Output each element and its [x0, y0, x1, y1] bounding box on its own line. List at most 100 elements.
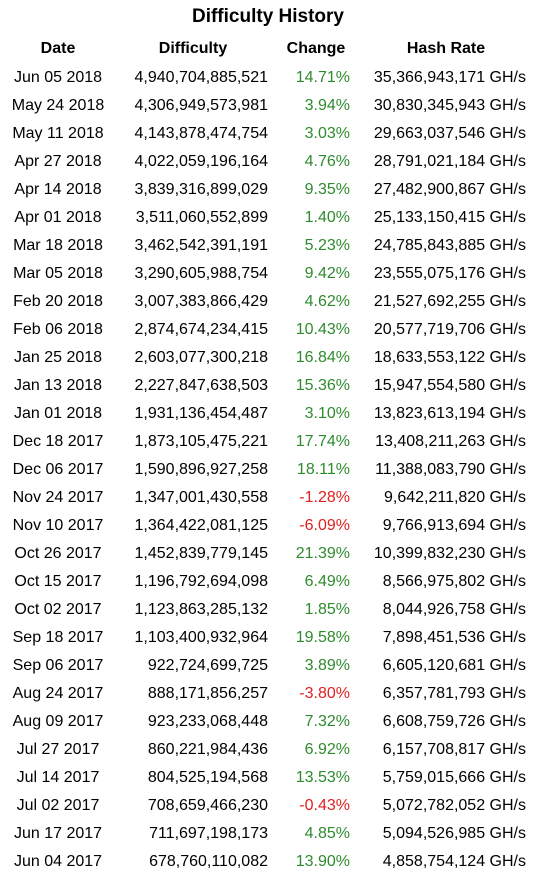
change-cell: -3.80% — [299, 685, 350, 702]
date-cell: Dec 06 2017 — [12, 461, 104, 478]
difficulty-cell: 2,227,847,638,503 — [134, 377, 268, 394]
change-cell: 13.53% — [295, 769, 350, 786]
date-cell: Jun 05 2018 — [13, 69, 103, 86]
difficulty-cell: 4,306,949,573,981 — [134, 97, 268, 114]
hash-rate-cell: 13,408,211,263 GH/s — [375, 433, 526, 450]
column-header-difficulty: Difficulty — [158, 40, 228, 57]
date-cell: Apr 01 2018 — [14, 209, 102, 226]
change-cell: 19.58% — [295, 629, 350, 646]
hash-rate-cell: 4,858,754,124 GH/s — [382, 853, 526, 870]
date-cell: Mar 18 2018 — [13, 237, 103, 254]
hash-rate-cell: 24,785,843,885 GH/s — [373, 237, 526, 254]
change-cell: 3.89% — [304, 657, 350, 674]
hash-rate-cell: 7,898,451,536 GH/s — [382, 629, 526, 646]
table-header-row: Date Difficulty Change Hash Rate — [2, 34, 532, 64]
difficulty-cell: 888,171,856,257 — [147, 685, 268, 702]
table-row: Jan 25 2018 2,603,077,300,218 16.84% 18,633… — [2, 344, 532, 372]
table-row: Nov 10 2017 1,364,422,081,125 -6.09% 9,766,… — [2, 512, 532, 540]
difficulty-cell: 711,697,198,173 — [149, 825, 268, 842]
table-row: Dec 18 2017 1,873,105,475,221 17.74% 13,408… — [2, 428, 532, 456]
table-row: Oct 15 2017 1,196,792,694,098 6.49% 8,566,9… — [2, 568, 532, 596]
difficulty-cell: 804,525,194,568 — [147, 769, 268, 786]
difficulty-cell: 3,007,383,866,429 — [134, 293, 268, 310]
hash-rate-cell: 6,157,708,817 GH/s — [382, 741, 526, 758]
change-cell: 3.94% — [304, 97, 350, 114]
date-cell: Jul 27 2017 — [16, 741, 100, 758]
table-row: Aug 24 2017 888,171,856,257 -3.80% 6,357,78… — [2, 680, 532, 708]
date-cell: May 24 2018 — [11, 97, 105, 114]
hash-rate-cell: 30,830,345,943 GH/s — [373, 97, 526, 114]
hash-rate-cell: 21,527,692,255 GH/s — [373, 293, 526, 310]
date-cell: Jul 14 2017 — [16, 769, 100, 786]
hash-rate-cell: 5,072,782,052 GH/s — [382, 797, 526, 814]
hash-rate-cell: 10,399,832,230 GH/s — [373, 545, 526, 562]
difficulty-cell: 860,221,984,436 — [147, 741, 268, 758]
difficulty-cell: 1,590,896,927,258 — [134, 461, 268, 478]
difficulty-cell: 4,022,059,196,164 — [134, 153, 268, 170]
date-cell: May 11 2018 — [12, 125, 104, 142]
difficulty-cell: 678,760,110,082 — [149, 853, 268, 870]
table-row: Apr 01 2018 3,511,060,552,899 1.40% 25,133,… — [2, 204, 532, 232]
difficulty-cell: 3,839,316,899,029 — [134, 181, 268, 198]
date-cell: Jun 04 2017 — [13, 853, 103, 870]
difficulty-cell: 1,196,792,694,098 — [134, 573, 268, 590]
difficulty-cell: 2,603,077,300,218 — [134, 349, 268, 366]
change-cell: 1.85% — [304, 601, 350, 618]
change-cell: 9.42% — [304, 265, 350, 282]
hash-rate-cell: 18,633,553,122 GH/s — [373, 349, 526, 366]
difficulty-cell: 1,123,863,285,132 — [134, 601, 268, 618]
change-cell: 3.10% — [304, 405, 350, 422]
difficulty-cell: 708,659,466,230 — [147, 797, 268, 814]
table-row: Jun 04 2017 678,760,110,082 13.90% 4,858,75… — [2, 848, 532, 876]
hash-rate-cell: 5,759,015,666 GH/s — [382, 769, 526, 786]
change-cell: 18.11% — [296, 461, 350, 478]
table-row: Feb 20 2018 3,007,383,866,429 4.62% 21,527,… — [2, 288, 532, 316]
change-cell: 14.71% — [295, 69, 350, 86]
column-header-date: Date — [40, 40, 76, 57]
date-cell: Nov 10 2017 — [12, 517, 104, 534]
change-cell: 9.35% — [304, 181, 350, 198]
date-cell: Aug 24 2017 — [12, 685, 104, 702]
change-cell: 3.03% — [304, 125, 350, 142]
date-cell: Oct 02 2017 — [14, 601, 102, 618]
change-cell: -0.43% — [299, 797, 350, 814]
date-cell: Aug 09 2017 — [12, 713, 104, 730]
difficulty-cell: 3,511,060,552,899 — [135, 209, 268, 226]
date-cell: Dec 18 2017 — [12, 433, 104, 450]
change-cell: 21.39% — [295, 545, 350, 562]
table-row: Jan 13 2018 2,227,847,638,503 15.36% 15,947… — [2, 372, 532, 400]
hash-rate-cell: 25,133,150,415 GH/s — [373, 209, 526, 226]
table-row: Jul 14 2017 804,525,194,568 13.53% 5,759,01… — [2, 764, 532, 792]
table-row: May 11 2018 4,143,878,474,754 3.03% 29,663,… — [2, 120, 532, 148]
hash-rate-cell: 23,555,075,176 GH/s — [373, 265, 526, 282]
table-row: Apr 14 2018 3,839,316,899,029 9.35% 27,482,… — [2, 176, 532, 204]
date-cell: Oct 26 2017 — [14, 545, 102, 562]
date-cell: Apr 14 2018 — [14, 181, 102, 198]
date-cell: Jul 02 2017 — [16, 797, 100, 814]
change-cell: -6.09% — [299, 517, 350, 534]
change-cell: 10.43% — [295, 321, 350, 338]
date-cell: Apr 27 2018 — [14, 153, 102, 170]
difficulty-cell: 1,347,001,430,558 — [134, 489, 268, 506]
date-cell: Jan 01 2018 — [13, 405, 103, 422]
hash-rate-cell: 9,642,211,820 GH/s — [383, 489, 526, 506]
difficulty-cell: 922,724,699,725 — [147, 657, 268, 674]
table-row: Jun 05 2018 4,940,704,885,521 14.71% 35,366… — [2, 64, 532, 92]
difficulty-cell: 1,364,422,081,125 — [134, 517, 268, 534]
change-cell: 4.62% — [304, 293, 350, 310]
hash-rate-cell: 6,357,781,793 GH/s — [382, 685, 526, 702]
table-row: Jul 02 2017 708,659,466,230 -0.43% 5,072,78… — [2, 792, 532, 820]
date-cell: Feb 06 2018 — [13, 321, 103, 338]
difficulty-cell: 1,103,400,932,964 — [134, 629, 268, 646]
date-cell: Sep 18 2017 — [12, 629, 104, 646]
table-row: Sep 18 2017 1,103,400,932,964 19.58% 7,898,… — [2, 624, 532, 652]
difficulty-cell: 4,143,878,474,754 — [134, 125, 268, 142]
difficulty-cell: 923,233,068,448 — [147, 713, 268, 730]
change-cell: 15.36% — [295, 377, 350, 394]
difficulty-cell: 1,873,105,475,221 — [134, 433, 268, 450]
hash-rate-cell: 13,823,613,194 GH/s — [373, 405, 526, 422]
change-cell: 1.40% — [304, 209, 350, 226]
hash-rate-cell: 8,566,975,802 GH/s — [382, 573, 526, 590]
difficulty-cell: 4,940,704,885,521 — [134, 69, 268, 86]
hash-rate-cell: 35,366,943,171 GH/s — [373, 69, 526, 86]
